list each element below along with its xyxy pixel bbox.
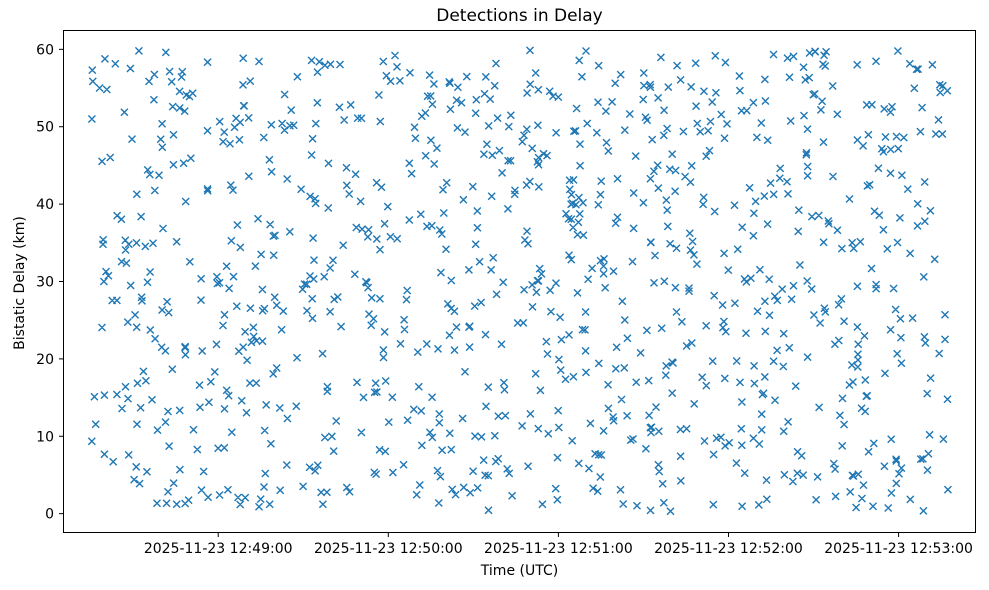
x-axis-label: Time (UTC): [480, 563, 559, 579]
y-tick-label: 0: [45, 507, 54, 523]
x-tick-label: 2025-11-23 12:52:00: [654, 541, 803, 557]
y-tick-label: 40: [36, 197, 54, 213]
axes-frame: [63, 30, 976, 533]
y-tick-label: 30: [36, 275, 54, 291]
x-tick-label: 2025-11-23 12:50:00: [314, 541, 463, 557]
y-tick-label: 20: [36, 352, 54, 368]
y-tick-label: 50: [36, 120, 54, 136]
x-tick-label: 2025-11-23 12:53:00: [824, 541, 973, 557]
chart-title: Detections in Delay: [436, 6, 603, 26]
scatter-points: [87, 46, 952, 516]
y-tick-label: 60: [36, 42, 54, 58]
y-tick-label: 10: [36, 429, 54, 445]
x-tick-label: 2025-11-23 12:51:00: [484, 541, 633, 557]
x-tick-label: 2025-11-23 12:49:00: [144, 541, 293, 557]
